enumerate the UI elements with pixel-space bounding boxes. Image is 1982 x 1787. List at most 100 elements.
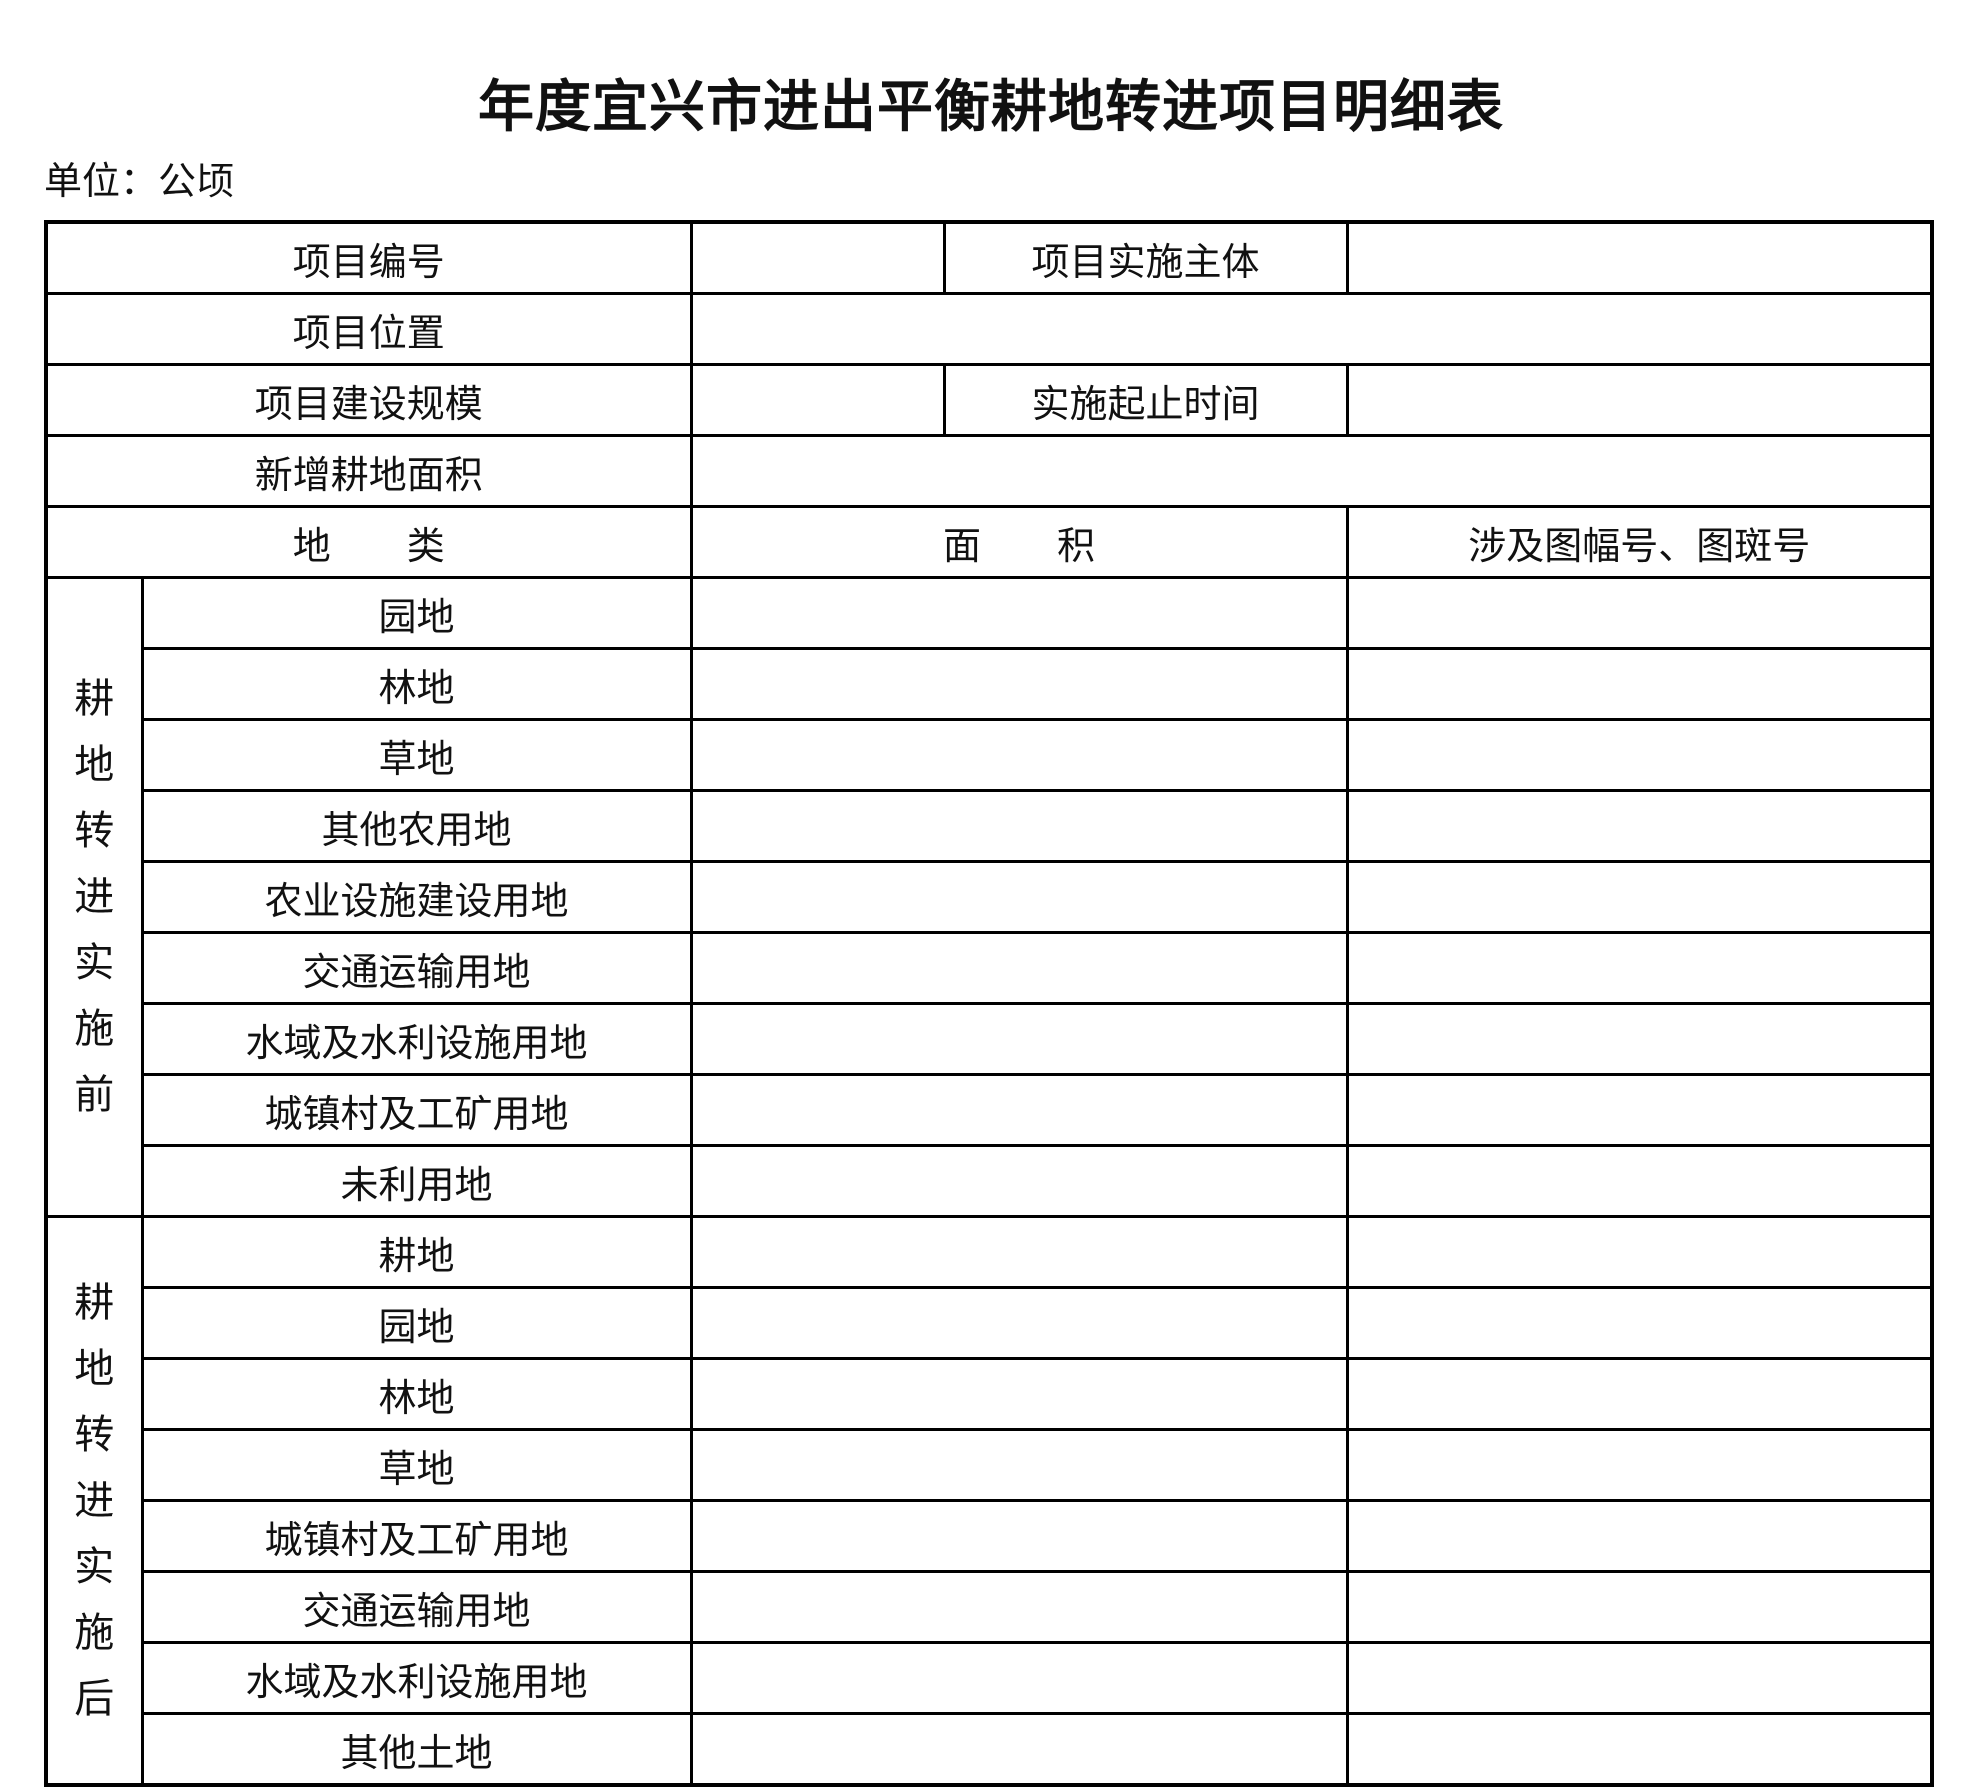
group-label-char: 前 — [74, 1072, 115, 1118]
area-cell[interactable] — [689, 1073, 1349, 1147]
area-cell[interactable] — [689, 1712, 1349, 1787]
land-type-name: 水域及水利设施用地 — [140, 1641, 693, 1715]
group-label-char: 实 — [74, 940, 115, 986]
land-row-before: 水域及水利设施用地 — [46, 1002, 1934, 1076]
land-row-after: 其他土地 — [46, 1712, 1934, 1787]
land-row-before: 农业设施建设用地 — [46, 860, 1934, 934]
land-type-name: 园地 — [140, 1286, 693, 1360]
project-scale-value[interactable] — [689, 363, 946, 437]
group-label-char: 耕 — [74, 1279, 115, 1326]
group-label-char: 施 — [74, 1006, 115, 1052]
land-type-name: 园地 — [140, 576, 693, 650]
area-cell[interactable] — [689, 1357, 1349, 1431]
map-ref-cell[interactable] — [1345, 1499, 1934, 1573]
land-row-after: 耕地转进实施后耕地 — [44, 1215, 1934, 1787]
map-ref-cell[interactable] — [1345, 931, 1934, 1005]
land-type-name: 林地 — [140, 647, 693, 721]
map-ref-cell[interactable] — [1345, 1357, 1934, 1431]
project-entity-label: 项目实施主体 — [942, 220, 1349, 295]
land-type-name: 未利用地 — [140, 1144, 693, 1218]
start-end-time-value[interactable] — [1345, 363, 1934, 437]
area-cell[interactable] — [689, 1144, 1349, 1218]
map-ref-cell[interactable] — [1345, 1215, 1934, 1289]
map-ref-cell[interactable] — [1345, 576, 1934, 650]
land-row-after: 林地 — [46, 1357, 1934, 1431]
group-label-before: 耕地转进实施前 — [44, 576, 144, 1218]
land-row-after: 水域及水利设施用地 — [46, 1641, 1934, 1715]
project-scale-label: 项目建设规模 — [44, 363, 693, 437]
area-cell[interactable] — [689, 576, 1349, 650]
group-label-char: 转 — [74, 1411, 115, 1458]
row-project-number: 项目编号 项目实施主体 — [44, 220, 1934, 295]
area-cell[interactable] — [689, 647, 1349, 721]
land-row-before: 耕地转进实施前园地 — [44, 576, 1934, 1218]
land-type-name: 耕地 — [140, 1215, 693, 1289]
area-cell[interactable] — [689, 789, 1349, 863]
land-type-name: 城镇村及工矿用地 — [140, 1499, 693, 1573]
map-ref-header: 涉及图幅号、图斑号 — [1345, 505, 1934, 579]
land-type-name: 林地 — [140, 1357, 693, 1431]
map-ref-cell[interactable] — [1345, 647, 1934, 721]
project-location-value[interactable] — [689, 292, 1934, 366]
area-header: 面 积 — [689, 505, 1349, 579]
detail-table: 项目编号 项目实施主体 项目位置 项目建设规模 实施起止时间 新增耕地面积 地 … — [44, 220, 1935, 1787]
row-project-location: 项目位置 — [44, 292, 1934, 366]
start-end-time-label: 实施起止时间 — [942, 363, 1349, 437]
land-row-before: 未利用地 — [46, 1144, 1934, 1218]
land-type-name: 其他土地 — [140, 1712, 693, 1787]
group-label-char: 实 — [74, 1543, 115, 1590]
area-cell[interactable] — [689, 1499, 1349, 1573]
area-cell[interactable] — [689, 718, 1349, 792]
land-type-name: 城镇村及工矿用地 — [140, 1073, 693, 1147]
group-label-char: 后 — [74, 1675, 115, 1722]
map-ref-cell[interactable] — [1345, 1428, 1934, 1502]
group-label-char: 耕 — [74, 676, 115, 722]
land-type-name: 农业设施建设用地 — [140, 860, 693, 934]
map-ref-cell[interactable] — [1345, 1073, 1934, 1147]
map-ref-cell[interactable] — [1345, 789, 1934, 863]
map-ref-cell[interactable] — [1345, 718, 1934, 792]
land-type-name: 交通运输用地 — [140, 931, 693, 1005]
map-ref-cell[interactable] — [1345, 1002, 1934, 1076]
land-row-before: 林地 — [46, 647, 1934, 721]
group-label-char: 进 — [74, 1477, 115, 1524]
group-label-after: 耕地转进实施后 — [44, 1215, 144, 1787]
area-cell[interactable] — [689, 1641, 1349, 1715]
area-cell[interactable] — [689, 931, 1349, 1005]
column-header-row: 地 类 面 积 涉及图幅号、图斑号 — [44, 505, 1934, 579]
group-label-char: 地 — [74, 1345, 115, 1392]
area-cell[interactable] — [689, 1428, 1349, 1502]
map-ref-cell[interactable] — [1345, 1641, 1934, 1715]
land-row-before: 其他农用地 — [46, 789, 1934, 863]
map-ref-cell[interactable] — [1345, 1286, 1934, 1360]
project-entity-value[interactable] — [1345, 220, 1934, 295]
land-row-before: 城镇村及工矿用地 — [46, 1073, 1934, 1147]
project-location-label: 项目位置 — [44, 292, 693, 366]
area-cell[interactable] — [689, 1570, 1349, 1644]
page-title: 年度宜兴市进出平衡耕地转进项目明细表 — [478, 75, 1504, 140]
area-cell[interactable] — [689, 1002, 1349, 1076]
group-label-char: 地 — [74, 742, 115, 788]
group-label-char: 转 — [74, 808, 115, 854]
land-row-before: 交通运输用地 — [46, 931, 1934, 1005]
map-ref-cell[interactable] — [1345, 860, 1934, 934]
land-row-after: 园地 — [46, 1286, 1934, 1360]
map-ref-cell[interactable] — [1345, 1570, 1934, 1644]
map-ref-cell[interactable] — [1345, 1144, 1934, 1218]
area-cell[interactable] — [689, 860, 1349, 934]
land-type-name: 草地 — [140, 718, 693, 792]
project-number-value[interactable] — [689, 220, 946, 295]
land-type-name: 交通运输用地 — [140, 1570, 693, 1644]
land-row-after: 草地 — [46, 1428, 1934, 1502]
land-row-before: 草地 — [46, 718, 1934, 792]
new-farmland-area-value[interactable] — [689, 434, 1934, 508]
row-project-scale: 项目建设规模 实施起止时间 — [44, 363, 1934, 437]
land-type-name: 水域及水利设施用地 — [140, 1002, 693, 1076]
new-farmland-area-label: 新增耕地面积 — [44, 434, 693, 508]
area-cell[interactable] — [689, 1286, 1349, 1360]
map-ref-cell[interactable] — [1345, 1712, 1934, 1787]
area-cell[interactable] — [689, 1215, 1349, 1289]
group-label-char: 进 — [74, 874, 115, 920]
land-type-header: 地 类 — [44, 505, 693, 579]
row-new-farmland-area: 新增耕地面积 — [44, 434, 1934, 508]
